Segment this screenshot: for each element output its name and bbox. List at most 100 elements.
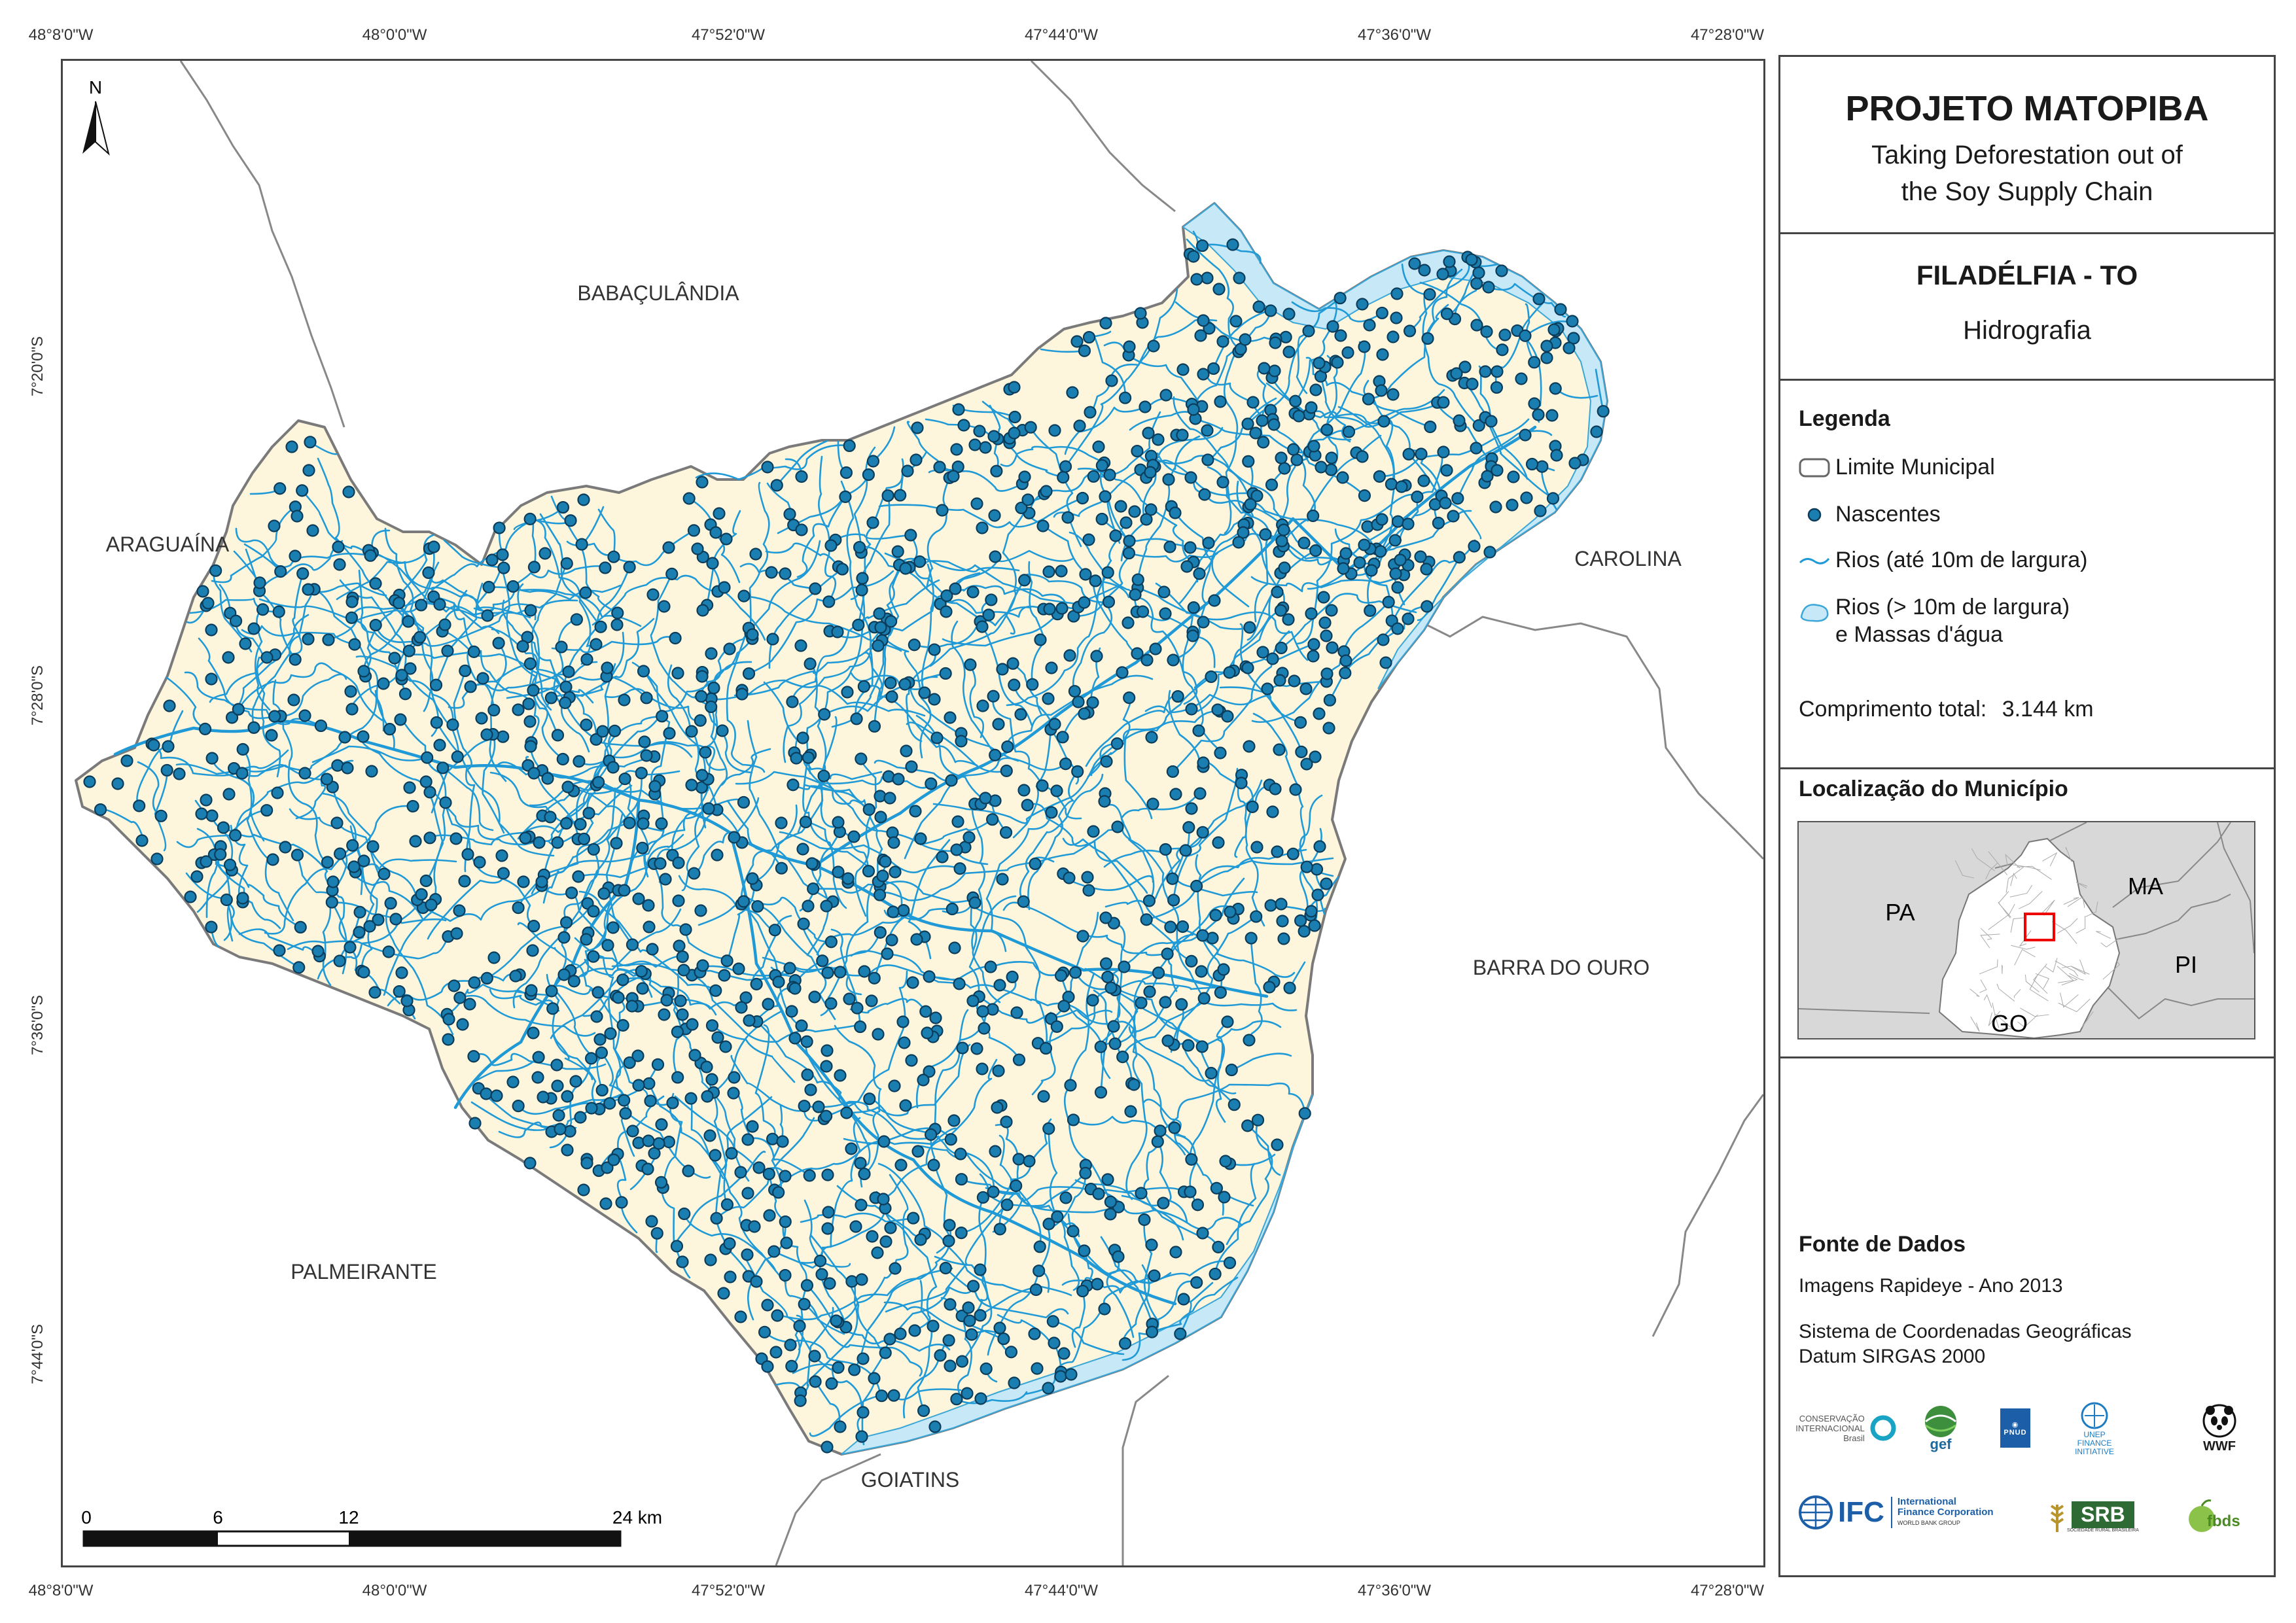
river-segment xyxy=(992,1186,1165,1233)
spring-point xyxy=(1271,845,1284,858)
spring-point xyxy=(366,840,380,853)
spring-point xyxy=(1004,1346,1018,1359)
spring-point xyxy=(239,637,252,650)
map-canvas[interactable]: BABAÇULÂNDIA ARAGUAÍNA CAROLINA BARRA DO… xyxy=(63,61,1763,1565)
river-segment xyxy=(1074,971,1209,1046)
spring-point xyxy=(696,604,709,617)
spring-point xyxy=(1101,970,1114,984)
map-frame[interactable]: BABAÇULÂNDIA ARAGUAÍNA CAROLINA BARRA DO… xyxy=(61,59,1765,1567)
spring-point xyxy=(1145,1325,1159,1338)
river-segment xyxy=(1296,493,1419,645)
inset-municipal-line xyxy=(2069,973,2084,981)
river-segment xyxy=(486,904,592,979)
narrow-river-symbol xyxy=(1799,550,1831,572)
spring-point xyxy=(779,1268,792,1282)
spring-point xyxy=(1026,678,1039,691)
spring-point xyxy=(676,1008,689,1021)
spring-point xyxy=(461,848,474,861)
spring-point xyxy=(1243,740,1256,753)
spring-point xyxy=(601,1161,614,1174)
spring-point xyxy=(976,699,989,712)
spring-point xyxy=(910,933,923,946)
spring-point xyxy=(1275,898,1288,911)
spring-point xyxy=(480,1087,493,1100)
spring-point xyxy=(820,1109,833,1123)
spring-point xyxy=(976,620,989,633)
river-segment xyxy=(822,776,932,789)
river-segment xyxy=(241,748,294,922)
spring-point xyxy=(229,614,243,627)
spring-point xyxy=(951,815,964,828)
river-segment xyxy=(471,1056,540,1084)
spring-point xyxy=(799,815,812,829)
spring-point xyxy=(554,1123,567,1136)
spring-point xyxy=(1210,1181,1223,1195)
spring-point xyxy=(768,1245,781,1258)
springs-layer xyxy=(83,238,1610,1454)
spring-point xyxy=(876,869,889,882)
spring-point xyxy=(772,1186,785,1199)
river-segment xyxy=(1089,319,1218,413)
river-segment xyxy=(853,1267,953,1371)
river-segment xyxy=(863,684,978,767)
logo-conservacao-internacional: CONSERVAÇÃO INTERNACIONAL Brasil xyxy=(1795,1402,1896,1454)
river-segment xyxy=(1296,297,1341,394)
spring-point xyxy=(1131,444,1144,458)
spring-point xyxy=(1185,954,1198,968)
spring-point xyxy=(395,669,408,682)
spring-point xyxy=(493,521,506,534)
spring-point xyxy=(1000,1115,1013,1128)
spring-point xyxy=(694,714,707,727)
spring-point xyxy=(1325,604,1338,617)
spring-point xyxy=(1298,924,1311,938)
spring-point xyxy=(260,651,274,664)
spring-point xyxy=(1174,1327,1187,1340)
spring-point xyxy=(1216,476,1229,489)
spring-point xyxy=(1042,1217,1055,1230)
spring-point xyxy=(512,901,525,915)
spring-point xyxy=(341,761,354,775)
spring-point xyxy=(1176,363,1190,376)
spring-point xyxy=(1136,605,1150,618)
spring-point xyxy=(289,550,302,563)
spring-point xyxy=(677,964,690,977)
spring-point xyxy=(526,944,539,957)
spring-point xyxy=(758,1325,771,1338)
spring-point xyxy=(607,761,620,774)
spring-point xyxy=(1187,250,1200,263)
spring-point xyxy=(1059,1191,1072,1204)
spring-point xyxy=(908,638,921,652)
river-segment xyxy=(791,579,940,703)
spring-point xyxy=(665,567,679,580)
tick-bottom-6: 47°28'0"W xyxy=(1690,1582,1765,1599)
river-segment xyxy=(354,858,457,873)
river-segment xyxy=(799,1306,834,1402)
river-segment xyxy=(476,527,506,605)
spring-point xyxy=(834,1420,847,1433)
river-segment xyxy=(1000,445,1105,467)
spring-point xyxy=(1131,647,1144,660)
spring-point xyxy=(993,1321,1006,1335)
river-segment xyxy=(713,1009,784,1094)
spring-point xyxy=(988,509,1001,522)
spring-point xyxy=(1223,1256,1237,1270)
spring-point xyxy=(1012,1053,1026,1066)
spring-point xyxy=(1294,716,1307,729)
spring-point xyxy=(1453,551,1466,564)
spring-point xyxy=(559,696,572,709)
spring-point xyxy=(1192,724,1205,737)
spring-point xyxy=(1341,346,1354,359)
spring-point xyxy=(741,1133,754,1146)
spring-point xyxy=(372,913,385,926)
spring-point xyxy=(522,697,535,710)
ifc-line-1: International xyxy=(1897,1496,1956,1507)
spring-point xyxy=(840,1106,853,1119)
spring-point xyxy=(1266,805,1279,818)
river-segment xyxy=(480,650,530,705)
spring-point xyxy=(1365,564,1378,577)
spring-point xyxy=(812,1100,825,1113)
spring-point xyxy=(1244,498,1257,511)
spring-point xyxy=(1127,1078,1140,1091)
spring-point xyxy=(1045,661,1058,674)
spring-point xyxy=(438,618,451,631)
